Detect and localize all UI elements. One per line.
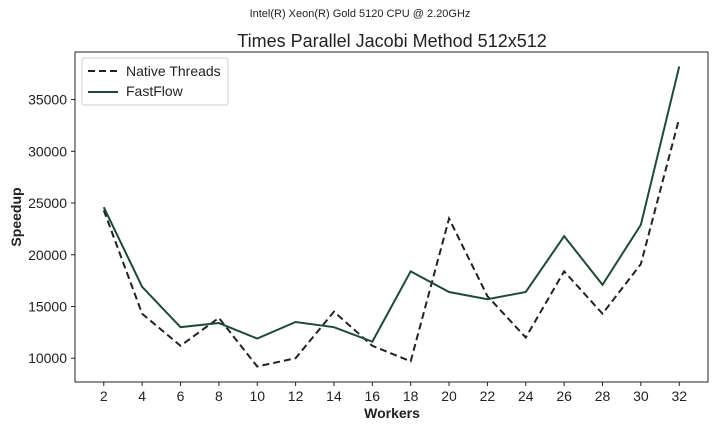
x-tick-label: 2	[100, 388, 108, 404]
y-axis-label: Speedup	[8, 187, 24, 246]
series-line-fastflow	[102, 66, 681, 343]
x-tick-label: 20	[441, 388, 457, 404]
x-tick-label: 16	[365, 388, 381, 404]
x-tick-label: 22	[480, 388, 496, 404]
y-tick-label: 15000	[28, 298, 67, 314]
legend-label-fastflow: FastFlow	[126, 83, 184, 99]
x-tick-label: 26	[556, 388, 572, 404]
x-tick-label: 12	[288, 388, 304, 404]
y-tick-label: 10000	[28, 350, 67, 366]
x-tick-label: 32	[671, 388, 687, 404]
y-tick-label: 25000	[28, 195, 67, 211]
x-tick-label: 18	[403, 388, 419, 404]
x-tick-label: 28	[595, 388, 611, 404]
y-tick-label: 20000	[28, 247, 67, 263]
y-tick-label: 30000	[28, 143, 67, 159]
y-axis-ticks: 10000 15000 20000 25000 30000 35000	[28, 92, 75, 366]
plot-area	[74, 51, 709, 383]
x-axis-ticks: 2 4 6 8 10 12 14 16 18 20 22 24 26 28 30 32	[100, 382, 687, 404]
series-line-native-threads	[102, 117, 681, 368]
legend: Native Threads FastFlow	[81, 57, 229, 106]
x-tick-label: 4	[138, 388, 146, 404]
series-layer	[102, 66, 681, 368]
x-tick-label: 10	[249, 388, 265, 404]
legend-label-native-threads: Native Threads	[126, 63, 221, 79]
chart-title: Times Parallel Jacobi Method 512x512	[237, 31, 547, 51]
x-tick-label: 8	[215, 388, 223, 404]
x-tick-label: 30	[633, 388, 649, 404]
x-tick-label: 6	[177, 388, 185, 404]
y-tick-label: 35000	[28, 92, 67, 108]
x-tick-label: 24	[518, 388, 534, 404]
x-axis-label: Workers	[364, 405, 420, 421]
legend-box	[81, 57, 229, 106]
chart-suptitle: Intel(R) Xeon(R) Gold 5120 CPU @ 2.20GHz	[250, 8, 471, 20]
x-tick-label: 14	[326, 388, 342, 404]
